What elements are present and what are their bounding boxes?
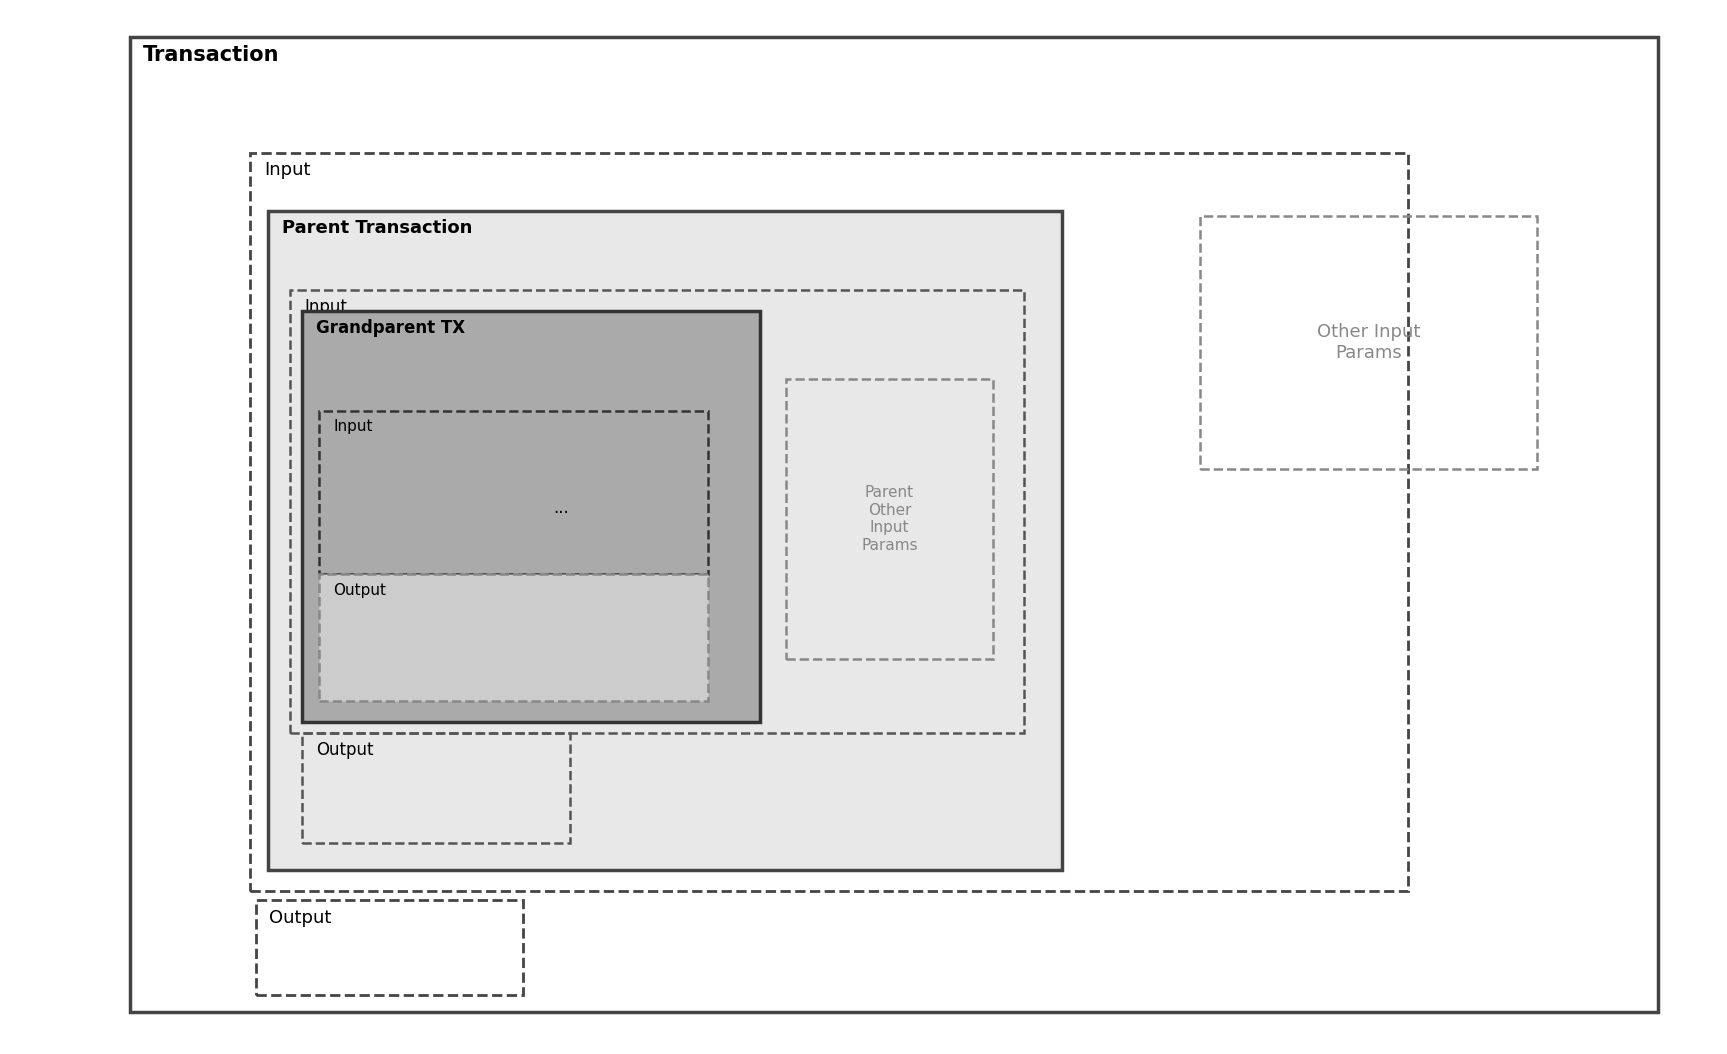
Bar: [256, 900, 523, 995]
Text: Other Input
Params: Other Input Params: [1318, 324, 1420, 362]
Text: Input: Input: [333, 419, 373, 434]
Text: ...: ...: [553, 499, 570, 518]
Bar: [319, 411, 708, 574]
Bar: [302, 733, 570, 843]
Bar: [130, 37, 1658, 1012]
Text: Output: Output: [269, 909, 332, 926]
Text: Output: Output: [316, 741, 373, 759]
Text: Transaction: Transaction: [143, 45, 280, 65]
Text: Output: Output: [333, 583, 387, 598]
Text: Input: Input: [264, 161, 311, 179]
Text: Input: Input: [304, 298, 347, 316]
Bar: [1200, 216, 1537, 469]
Text: Parent Transaction: Parent Transaction: [282, 219, 471, 237]
Text: Parent
Other
Input
Params: Parent Other Input Params: [862, 486, 917, 552]
Bar: [290, 290, 1024, 733]
Bar: [302, 311, 760, 722]
Bar: [268, 211, 1062, 870]
Bar: [786, 379, 993, 659]
Bar: [250, 153, 1408, 891]
Bar: [319, 574, 708, 701]
Text: Grandparent TX: Grandparent TX: [316, 319, 465, 337]
